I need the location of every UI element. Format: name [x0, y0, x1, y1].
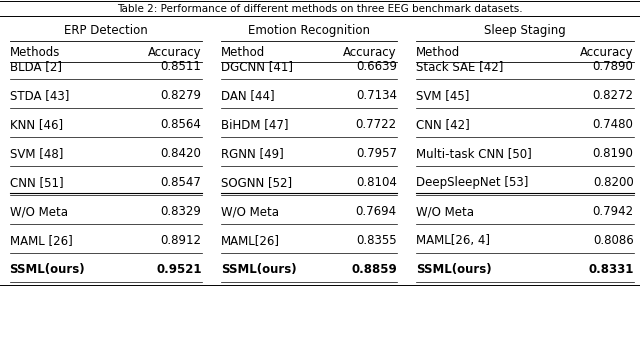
Text: 0.7722: 0.7722	[356, 118, 397, 131]
Text: Emotion Recognition: Emotion Recognition	[248, 24, 370, 36]
Text: Methods: Methods	[10, 46, 60, 58]
Text: CNN [42]: CNN [42]	[416, 118, 470, 131]
Text: SSML(ours): SSML(ours)	[221, 263, 296, 276]
Text: 0.8859: 0.8859	[351, 263, 397, 276]
Text: BiHDM [47]: BiHDM [47]	[221, 118, 288, 131]
Text: 0.8190: 0.8190	[593, 147, 634, 160]
Text: 0.6639: 0.6639	[356, 60, 397, 73]
Text: MAML[26]: MAML[26]	[221, 234, 280, 247]
Text: KNN [46]: KNN [46]	[10, 118, 63, 131]
Text: Method: Method	[416, 46, 460, 58]
Text: 0.7942: 0.7942	[593, 205, 634, 218]
Text: BLDA [2]: BLDA [2]	[10, 60, 61, 73]
Text: SVM [48]: SVM [48]	[10, 147, 63, 160]
Text: SSML(ours): SSML(ours)	[10, 263, 85, 276]
Text: 0.8355: 0.8355	[356, 234, 397, 247]
Text: 0.8086: 0.8086	[593, 234, 634, 247]
Text: Accuracy: Accuracy	[343, 46, 397, 58]
Text: 0.8272: 0.8272	[593, 89, 634, 102]
Text: RGNN [49]: RGNN [49]	[221, 147, 284, 160]
Text: 0.8564: 0.8564	[161, 118, 202, 131]
Text: DGCNN [41]: DGCNN [41]	[221, 60, 292, 73]
Text: W/O Meta: W/O Meta	[416, 205, 474, 218]
Text: 0.8420: 0.8420	[161, 147, 202, 160]
Text: MAML[26, 4]: MAML[26, 4]	[416, 234, 490, 247]
Text: 0.7134: 0.7134	[356, 89, 397, 102]
Text: SSML(ours): SSML(ours)	[416, 263, 492, 276]
Text: 0.8912: 0.8912	[161, 234, 202, 247]
Text: W/O Meta: W/O Meta	[10, 205, 68, 218]
Text: DAN [44]: DAN [44]	[221, 89, 275, 102]
Text: Accuracy: Accuracy	[148, 46, 202, 58]
Text: Accuracy: Accuracy	[580, 46, 634, 58]
Text: Method: Method	[221, 46, 265, 58]
Text: CNN [51]: CNN [51]	[10, 176, 63, 189]
Text: 0.7694: 0.7694	[356, 205, 397, 218]
Text: 0.7890: 0.7890	[593, 60, 634, 73]
Text: 0.7480: 0.7480	[593, 118, 634, 131]
Text: 0.8331: 0.8331	[588, 263, 634, 276]
Text: 0.9521: 0.9521	[156, 263, 202, 276]
Text: ERP Detection: ERP Detection	[64, 24, 147, 36]
Text: 0.8104: 0.8104	[356, 176, 397, 189]
Text: W/O Meta: W/O Meta	[221, 205, 279, 218]
Text: 0.8329: 0.8329	[161, 205, 202, 218]
Text: Table 2: Performance of different methods on three EEG benchmark datasets.: Table 2: Performance of different method…	[117, 4, 523, 14]
Text: SOGNN [52]: SOGNN [52]	[221, 176, 292, 189]
Text: 0.8511: 0.8511	[161, 60, 202, 73]
Text: SVM [45]: SVM [45]	[416, 89, 469, 102]
Text: Sleep Staging: Sleep Staging	[484, 24, 566, 36]
Text: MAML [26]: MAML [26]	[10, 234, 72, 247]
Text: Stack SAE [42]: Stack SAE [42]	[416, 60, 504, 73]
Text: DeepSleepNet [53]: DeepSleepNet [53]	[416, 176, 529, 189]
Text: 0.8200: 0.8200	[593, 176, 634, 189]
Text: Multi-task CNN [50]: Multi-task CNN [50]	[416, 147, 532, 160]
Text: 0.7957: 0.7957	[356, 147, 397, 160]
Text: STDA [43]: STDA [43]	[10, 89, 69, 102]
Text: 0.8279: 0.8279	[161, 89, 202, 102]
Text: 0.8547: 0.8547	[161, 176, 202, 189]
